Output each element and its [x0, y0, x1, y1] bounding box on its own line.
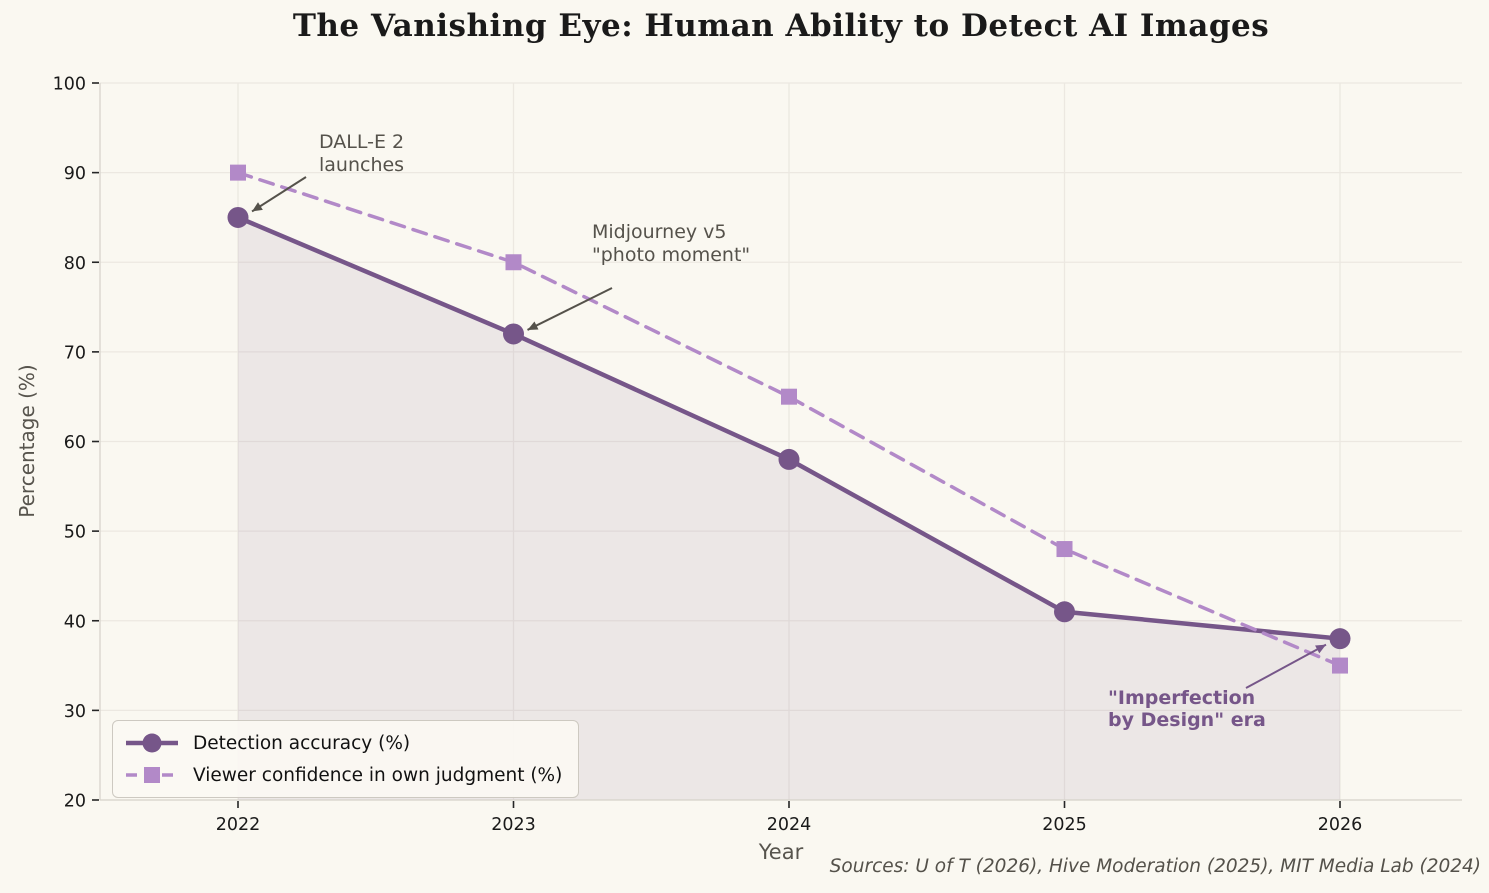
y-tick-label: 40 [64, 612, 86, 632]
detection-data-point [778, 448, 800, 470]
area-fill-under-detection [238, 217, 1340, 800]
annotation-arrow [1245, 643, 1327, 689]
x-tick-label: 2022 [216, 815, 261, 835]
detection-data-point [1329, 628, 1351, 650]
x-tick-label: 2025 [1042, 815, 1087, 835]
y-tick-label: 60 [64, 433, 86, 453]
annotation-imperfection-by-design: "Imperfection by Design" era [1108, 687, 1266, 731]
annotation-arrow [527, 287, 613, 331]
annotation-arrowhead [252, 202, 263, 212]
legend: Detection accuracy (%) Viewer confidence… [112, 720, 580, 798]
confidence-data-point [505, 254, 522, 271]
x-tick-label: 2026 [1318, 815, 1363, 835]
sources-note: Sources: U of T (2026), Hive Moderation … [829, 856, 1481, 877]
detection-data-point [503, 323, 524, 345]
confidence-data-point [781, 388, 797, 405]
y-axis-label: Percentage (%) [15, 364, 39, 518]
confidence-data-point [1056, 541, 1073, 558]
legend-label-detection-accuracy: Detection accuracy (%) [193, 732, 411, 754]
legend-marker-confidence-line-square [126, 767, 178, 783]
legend-label-viewer-confidence: Viewer confidence in own judgment (%) [193, 764, 563, 786]
y-tick-label: 20 [64, 792, 86, 812]
annotation-dalle2-launches: DALL-E 2 launches [319, 131, 405, 176]
y-tick-label: 90 [64, 164, 86, 184]
confidence-data-point [1332, 657, 1348, 674]
legend-item-detection-accuracy: Detection accuracy (%) [123, 730, 562, 756]
x-tick-label: 2024 [767, 815, 812, 835]
x-axis-label: Year [758, 840, 804, 864]
y-tick-label: 70 [64, 343, 86, 363]
x-tick-label: 2023 [491, 815, 536, 835]
annotation-midjourney-v5: Midjourney v5 "photo moment" [592, 221, 751, 266]
y-tick-label: 100 [53, 75, 86, 95]
y-tick-label: 50 [64, 523, 86, 543]
confidence-data-point [230, 164, 246, 181]
detection-data-point [1054, 601, 1075, 623]
legend-item-viewer-confidence: Viewer confidence in own judgment (%) [123, 762, 562, 788]
legend-marker-detection-line-circle [126, 733, 178, 753]
y-tick-label: 30 [64, 702, 86, 722]
annotation-arrowhead [527, 321, 539, 330]
detection-data-point [227, 206, 249, 228]
annotation-arrowhead [1315, 644, 1326, 654]
annotation-arrow [251, 176, 307, 213]
y-tick-label: 80 [64, 254, 86, 274]
chart-title: The Vanishing Eye: Human Ability to Dete… [292, 8, 1270, 44]
